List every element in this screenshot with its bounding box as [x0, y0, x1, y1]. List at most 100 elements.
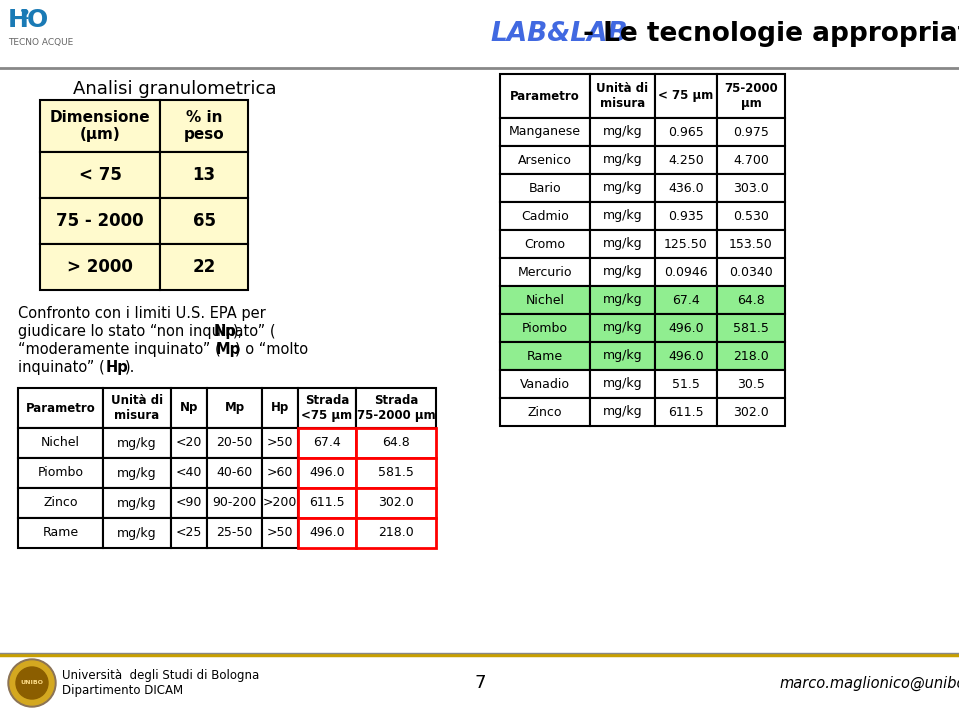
Bar [717, 370, 785, 398]
Text: >50: >50 [267, 526, 293, 540]
Bar [262, 428, 298, 458]
Text: >200: >200 [263, 496, 297, 510]
Bar [655, 398, 717, 426]
Text: TECNO ACQUE: TECNO ACQUE [8, 38, 73, 47]
Text: 30.5: 30.5 [737, 378, 765, 391]
Text: mg/kg: mg/kg [602, 209, 643, 223]
Text: 7: 7 [475, 674, 486, 692]
Text: mg/kg: mg/kg [117, 436, 157, 450]
Text: 496.0: 496.0 [309, 526, 345, 540]
Text: Zinco: Zinco [43, 496, 78, 510]
Bar [298, 518, 356, 548]
Text: mg/kg: mg/kg [602, 181, 643, 194]
Bar [500, 74, 590, 118]
Bar [590, 174, 655, 202]
Text: Piombo: Piombo [37, 466, 83, 480]
Bar [590, 146, 655, 174]
Bar [171, 518, 207, 548]
Bar [171, 488, 207, 518]
Bar [717, 146, 785, 174]
Bar [171, 428, 207, 458]
Text: Analisi granulometrica: Analisi granulometrica [73, 80, 277, 98]
Circle shape [8, 659, 56, 707]
Text: 302.0: 302.0 [733, 406, 769, 418]
Bar [103, 488, 171, 518]
Text: Confronto con i limiti U.S. EPA per: Confronto con i limiti U.S. EPA per [18, 306, 266, 321]
Bar [500, 202, 590, 230]
Bar [590, 286, 655, 314]
Bar [207, 518, 262, 548]
Bar [40, 198, 160, 244]
Text: Vanadio: Vanadio [520, 378, 570, 391]
Bar [298, 388, 356, 428]
Text: Arsenico: Arsenico [518, 154, 572, 166]
Text: 2: 2 [20, 8, 30, 22]
Bar [18, 488, 103, 518]
Bar [103, 458, 171, 488]
Text: <25: <25 [175, 526, 202, 540]
Bar [207, 388, 262, 428]
Bar [500, 314, 590, 342]
Bar [590, 314, 655, 342]
Bar [655, 146, 717, 174]
Text: 90-200: 90-200 [212, 496, 257, 510]
Text: mg/kg: mg/kg [602, 293, 643, 306]
Text: mg/kg: mg/kg [117, 526, 157, 540]
Bar [40, 244, 160, 290]
Text: mg/kg: mg/kg [602, 238, 643, 251]
Text: 581.5: 581.5 [378, 466, 414, 480]
Text: 153.50: 153.50 [729, 238, 773, 251]
Text: mg/kg: mg/kg [602, 154, 643, 166]
Text: giudicare lo stato “non inquinato” (: giudicare lo stato “non inquinato” ( [18, 324, 275, 339]
Bar [590, 74, 655, 118]
Bar [171, 458, 207, 488]
Text: 0.975: 0.975 [733, 126, 769, 139]
Bar [160, 244, 248, 290]
Bar [717, 230, 785, 258]
Text: Nichel: Nichel [526, 293, 565, 306]
Text: > 2000: > 2000 [67, 258, 133, 276]
Text: 0.935: 0.935 [668, 209, 704, 223]
Text: Mp: Mp [216, 342, 241, 357]
Bar [590, 342, 655, 370]
Text: marco.maglionico@unibo.it: marco.maglionico@unibo.it [780, 675, 959, 690]
Bar [717, 258, 785, 286]
Text: mg/kg: mg/kg [602, 378, 643, 391]
Text: Cromo: Cromo [525, 238, 566, 251]
Text: Piombo: Piombo [522, 321, 568, 334]
Text: 0.530: 0.530 [733, 209, 769, 223]
Bar [356, 488, 436, 518]
Text: Mercurio: Mercurio [518, 266, 573, 278]
Text: 25-50: 25-50 [217, 526, 252, 540]
Bar [298, 458, 356, 488]
Text: 611.5: 611.5 [309, 496, 345, 510]
Text: < 75 μm: < 75 μm [659, 89, 713, 103]
Text: “moderamente inquinato” (: “moderamente inquinato” ( [18, 342, 221, 357]
Bar [655, 314, 717, 342]
Bar [655, 118, 717, 146]
Text: 75-2000
μm: 75-2000 μm [724, 82, 778, 110]
Bar [655, 202, 717, 230]
Text: <20: <20 [175, 436, 202, 450]
Text: mg/kg: mg/kg [602, 321, 643, 334]
Text: inquinato” (: inquinato” ( [18, 360, 105, 375]
Text: % in
peso: % in peso [184, 110, 224, 142]
Bar [500, 118, 590, 146]
Bar [500, 370, 590, 398]
Bar [0, 0, 959, 68]
Text: 22: 22 [193, 258, 216, 276]
Bar [500, 230, 590, 258]
Bar [356, 518, 436, 548]
Bar [160, 100, 248, 152]
Bar [717, 398, 785, 426]
Bar [655, 174, 717, 202]
Text: - Le tecnologie appropriate: - Le tecnologie appropriate [574, 21, 959, 47]
Bar [590, 230, 655, 258]
Text: H: H [8, 8, 29, 32]
Bar [717, 74, 785, 118]
Text: Rame: Rame [526, 349, 563, 363]
Bar [500, 286, 590, 314]
Text: 75 - 2000: 75 - 2000 [57, 212, 144, 230]
Bar [103, 518, 171, 548]
Text: 218.0: 218.0 [378, 526, 414, 540]
